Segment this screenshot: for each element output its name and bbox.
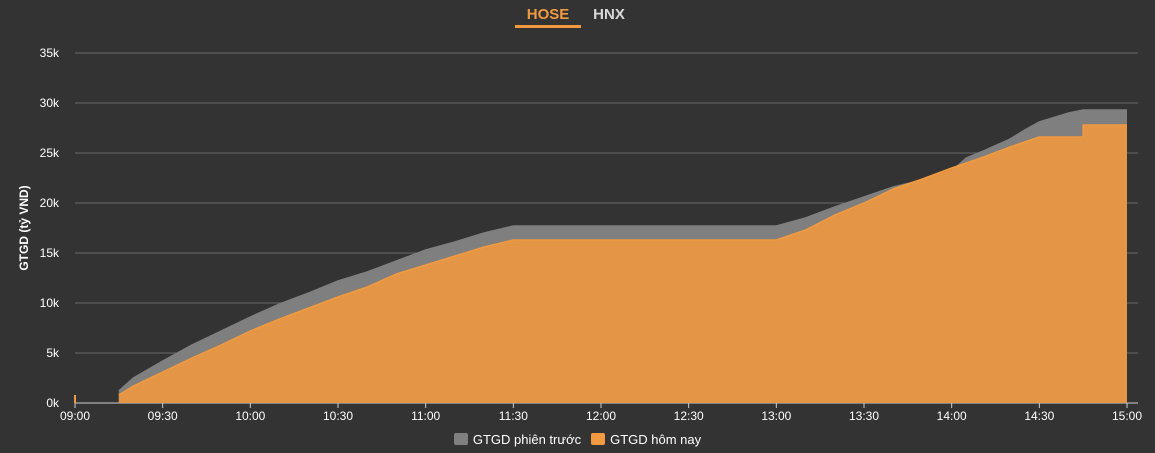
y-axis: 0k 5k 10k 15k 20k 25k 30k 35k [40,46,60,410]
area-today [118,125,1128,403]
y-axis-label: GTGD (tỷ VND) [17,185,31,270]
x-tick-label: 13:00 [761,409,791,423]
legend-item-previous[interactable]: GTGD phiên trước [453,431,582,447]
x-tick-label: 12:30 [674,409,704,423]
y-tick-label: 25k [40,146,60,160]
x-tick-label: 11:00 [411,409,440,423]
tab-hnx[interactable]: HNX [587,6,631,28]
x-tick-label: 15:00 [1112,409,1142,423]
x-tick-label: 14:30 [1024,409,1054,423]
x-tick-label: 09:00 [60,409,90,423]
x-tick-label: 14:00 [937,409,967,423]
tab-hnx-label: HNX [593,6,625,23]
x-tick-label: 13:30 [849,409,879,423]
legend: GTGD phiên trước GTGD hôm nay [0,431,1155,447]
y-tick-label: 20k [40,196,60,210]
active-tab-underline [515,25,581,28]
y-tick-label: 30k [40,96,60,110]
tab-hose[interactable]: HOSE [515,6,581,28]
x-tick-label: 10:00 [235,409,265,423]
legend-item-today[interactable]: GTGD hôm nay [591,432,701,447]
exchange-tabs: HOSE HNX [0,0,1155,34]
legend-label-today: GTGD hôm nay [610,431,702,447]
y-tick-label: 5k [46,346,60,360]
legend-swatch-previous [453,433,468,445]
x-axis: 09:00 09:30 10:00 10:30 11:00 11:30 12:00 12:30… [60,403,1142,423]
x-tick-label: 11:30 [499,409,528,423]
line-previous-session [118,109,1127,392]
y-tick-label: 35k [40,46,60,60]
x-tick-label: 10:30 [323,409,353,423]
y-tick-label: 10k [40,296,60,310]
x-tick-label: 12:00 [586,409,616,423]
y-tick-label: 0k [46,396,60,410]
y-tick-label: 15k [40,246,60,260]
x-tick-label: 09:30 [148,409,178,423]
legend-label-previous: GTGD phiên trước [472,431,582,447]
legend-swatch-today [591,433,606,445]
area-series [74,109,1128,403]
tab-hose-label: HOSE [526,6,570,23]
line-today [118,124,1127,396]
